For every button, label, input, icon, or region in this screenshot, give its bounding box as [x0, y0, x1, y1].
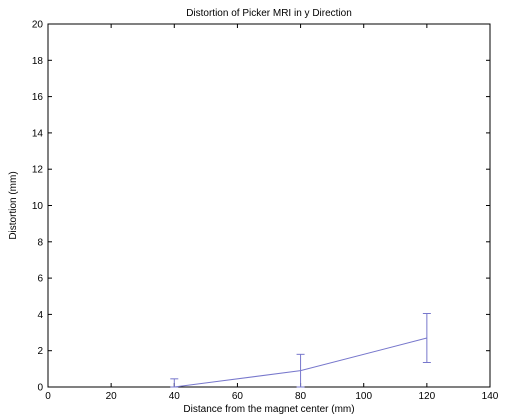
- y-tick-label: 2: [37, 346, 43, 357]
- y-axis-ticks: 0 2 4 6 8 10 12 14 16 18 20: [32, 20, 490, 394]
- x-tick-label: 0: [45, 391, 51, 402]
- x-tick-label: 60: [232, 391, 244, 402]
- x-tick-label: 40: [169, 391, 181, 402]
- x-tick-label: 140: [482, 391, 499, 402]
- y-tick-label: 10: [32, 201, 44, 212]
- x-axis-ticks: 0 20 40 60 80 100 120 140: [45, 24, 499, 402]
- x-tick-label: 80: [295, 391, 307, 402]
- x-tick-label: 100: [355, 391, 372, 402]
- y-tick-label: 0: [37, 383, 43, 394]
- chart-title: Distortion of Picker MRI in y Direction: [186, 8, 352, 19]
- y-tick-label: 4: [37, 310, 43, 321]
- x-tick-label: 20: [106, 391, 118, 402]
- y-tick-label: 20: [32, 20, 44, 31]
- y-axis-label: Distortion (mm): [8, 171, 19, 239]
- y-tick-label: 6: [37, 274, 43, 285]
- y-tick-label: 12: [32, 165, 44, 176]
- y-tick-label: 14: [32, 128, 44, 139]
- x-axis-label: Distance from the magnet center (mm): [183, 404, 354, 415]
- y-tick-label: 16: [32, 92, 44, 103]
- y-tick-label: 8: [37, 237, 43, 248]
- y-tick-label: 18: [32, 56, 44, 67]
- series-group: [170, 312, 431, 388]
- x-tick-label: 120: [419, 391, 436, 402]
- plot-area: [47, 23, 491, 388]
